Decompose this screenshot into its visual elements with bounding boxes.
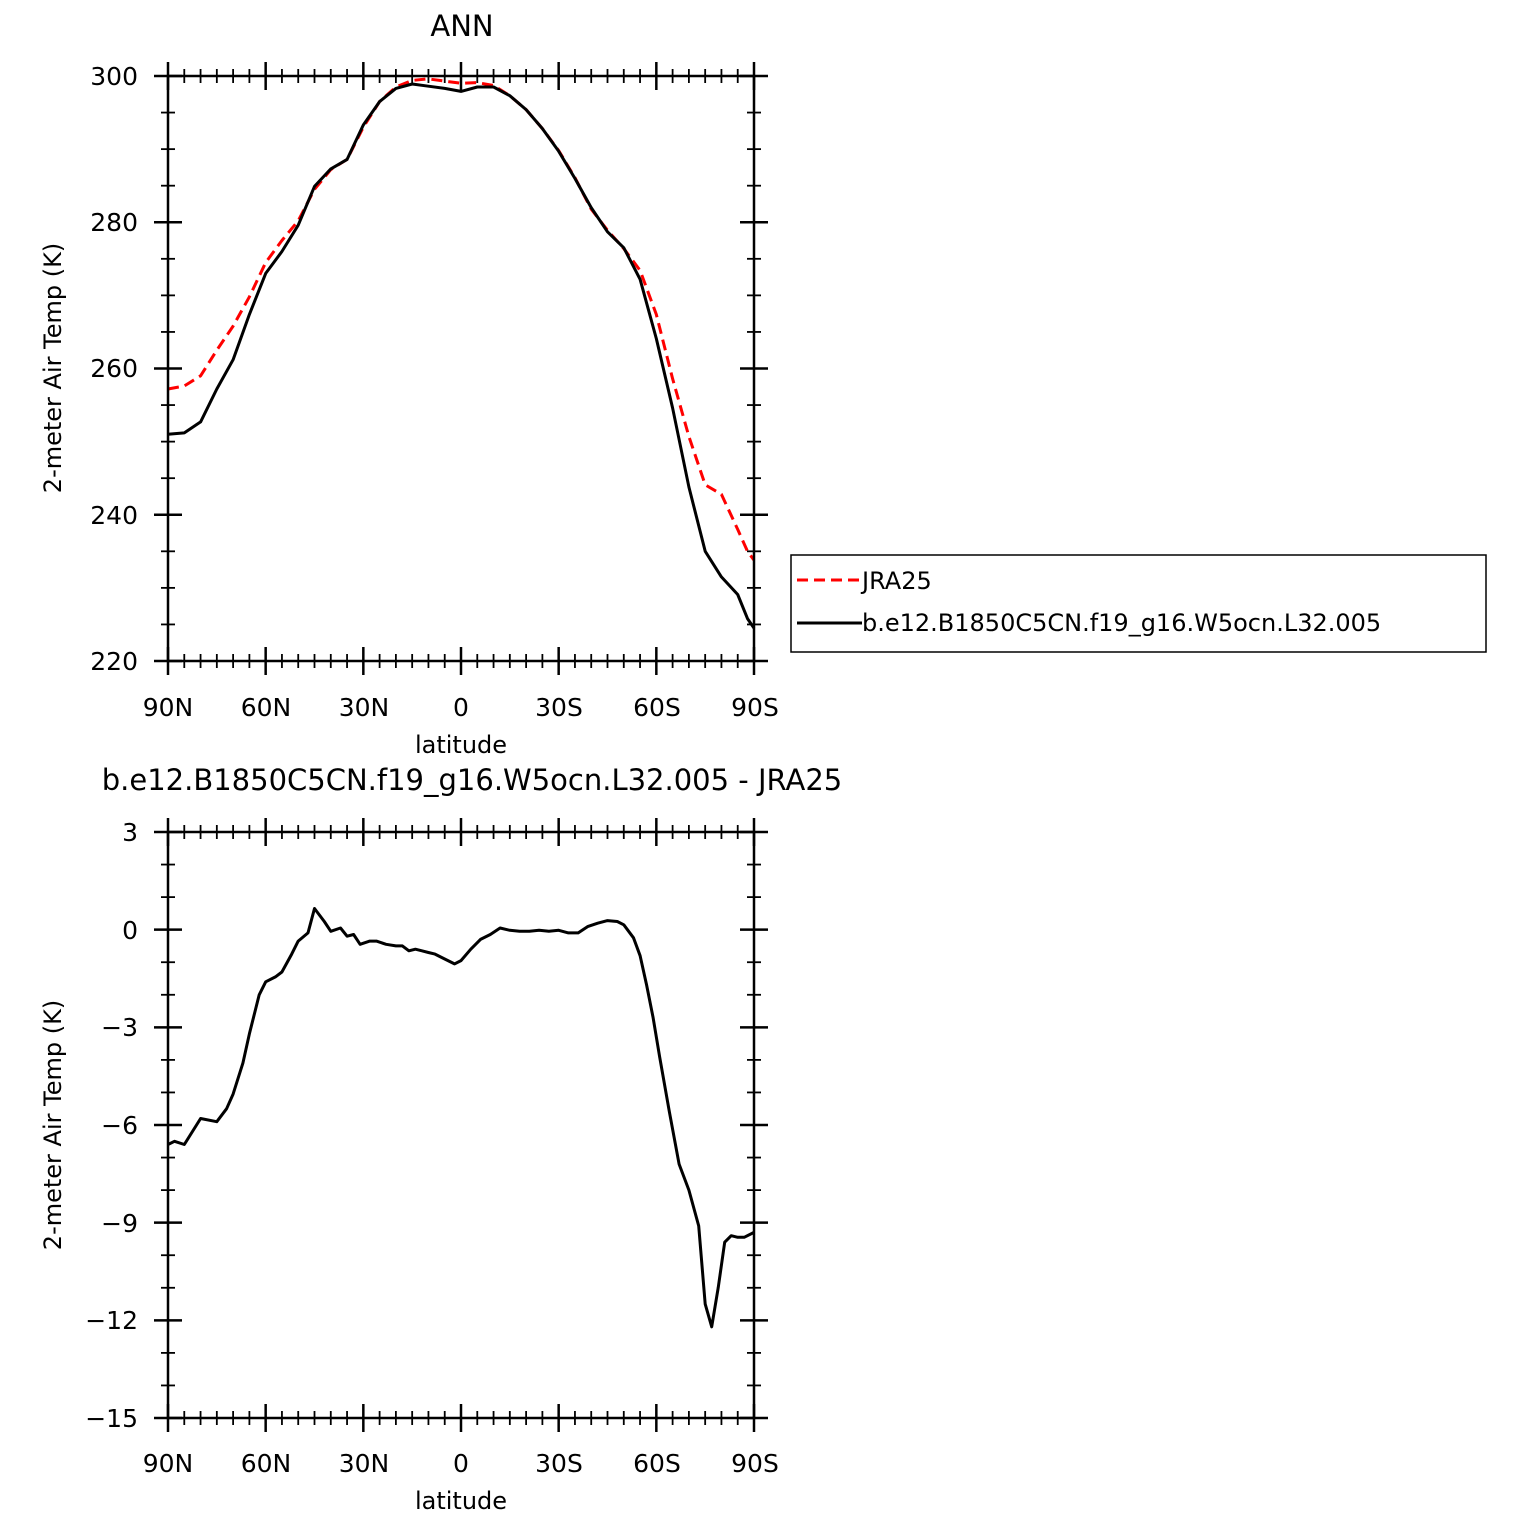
x-tick-label: 60S — [633, 1449, 681, 1478]
y-tick-label: 280 — [90, 208, 138, 237]
legend: JRA25 b.e12.B1850C5CN.f19_g16.W5ocn.L32.… — [790, 554, 1487, 653]
legend-label: JRA25 — [860, 567, 932, 595]
x-tick-label: 60N — [241, 1449, 292, 1478]
x-tick-label: 90S — [731, 1449, 779, 1478]
y-tick-label: −3 — [101, 1013, 138, 1042]
plot-frame-top — [166, 74, 756, 663]
x-tick-label: 30S — [535, 693, 583, 722]
top-series-lines — [167, 77, 756, 629]
y-tick-label: 300 — [90, 62, 138, 91]
series-line-solid-0 — [167, 907, 755, 1329]
plot-title-bottom: b.e12.B1850C5CN.f19_g16.W5ocn.L32.005 - … — [102, 763, 843, 797]
y-tick-label: 240 — [90, 501, 138, 530]
x-tick-label: 30N — [339, 693, 390, 722]
x-tick-label: 30S — [535, 1449, 583, 1478]
panel-bottom: b.e12.B1850C5CN.f19_g16.W5ocn.L32.005 - … — [39, 763, 842, 1515]
x-tick-label: 90S — [731, 693, 779, 722]
plot-frame-bottom — [166, 830, 756, 1420]
legend-label: b.e12.B1850C5CN.f19_g16.W5ocn.L32.005 — [862, 609, 1381, 637]
legend-box — [790, 554, 1487, 653]
x-axis-title-bottom: latitude — [415, 1487, 507, 1515]
top-axis-ticks — [154, 62, 768, 675]
series-line-dashed-0 — [167, 77, 756, 561]
y-tick-label: 220 — [90, 647, 138, 676]
x-tick-label: 60N — [241, 693, 292, 722]
bottom-axis-ticks — [154, 818, 768, 1432]
y-tick-label: 0 — [122, 916, 138, 945]
y-axis-title-top: 2-meter Air Temp (K) — [39, 243, 67, 493]
y-tick-label: −9 — [101, 1209, 138, 1238]
y-tick-label: −15 — [85, 1404, 138, 1433]
y-tick-label: −12 — [85, 1306, 138, 1335]
y-tick-label: 3 — [122, 818, 138, 847]
plot-title-top: ANN — [430, 9, 493, 43]
y-tick-label: 260 — [90, 354, 138, 383]
x-tick-label: 0 — [453, 1449, 469, 1478]
x-tick-label: 90N — [143, 693, 194, 722]
x-tick-label: 60S — [633, 693, 681, 722]
panel-top: ANN 300 280 260 240 220 90N 60N 30N 0 30… — [39, 9, 779, 759]
x-tick-label: 90N — [143, 1449, 194, 1478]
x-axis-title-top: latitude — [415, 731, 507, 759]
bottom-series-lines — [167, 907, 755, 1329]
y-tick-label: −6 — [101, 1111, 138, 1140]
series-line-solid-1 — [167, 82, 756, 629]
x-tick-label: 0 — [453, 693, 469, 722]
y-axis-title-bottom: 2-meter Air Temp (K) — [39, 1000, 67, 1250]
x-tick-label: 30N — [339, 1449, 390, 1478]
